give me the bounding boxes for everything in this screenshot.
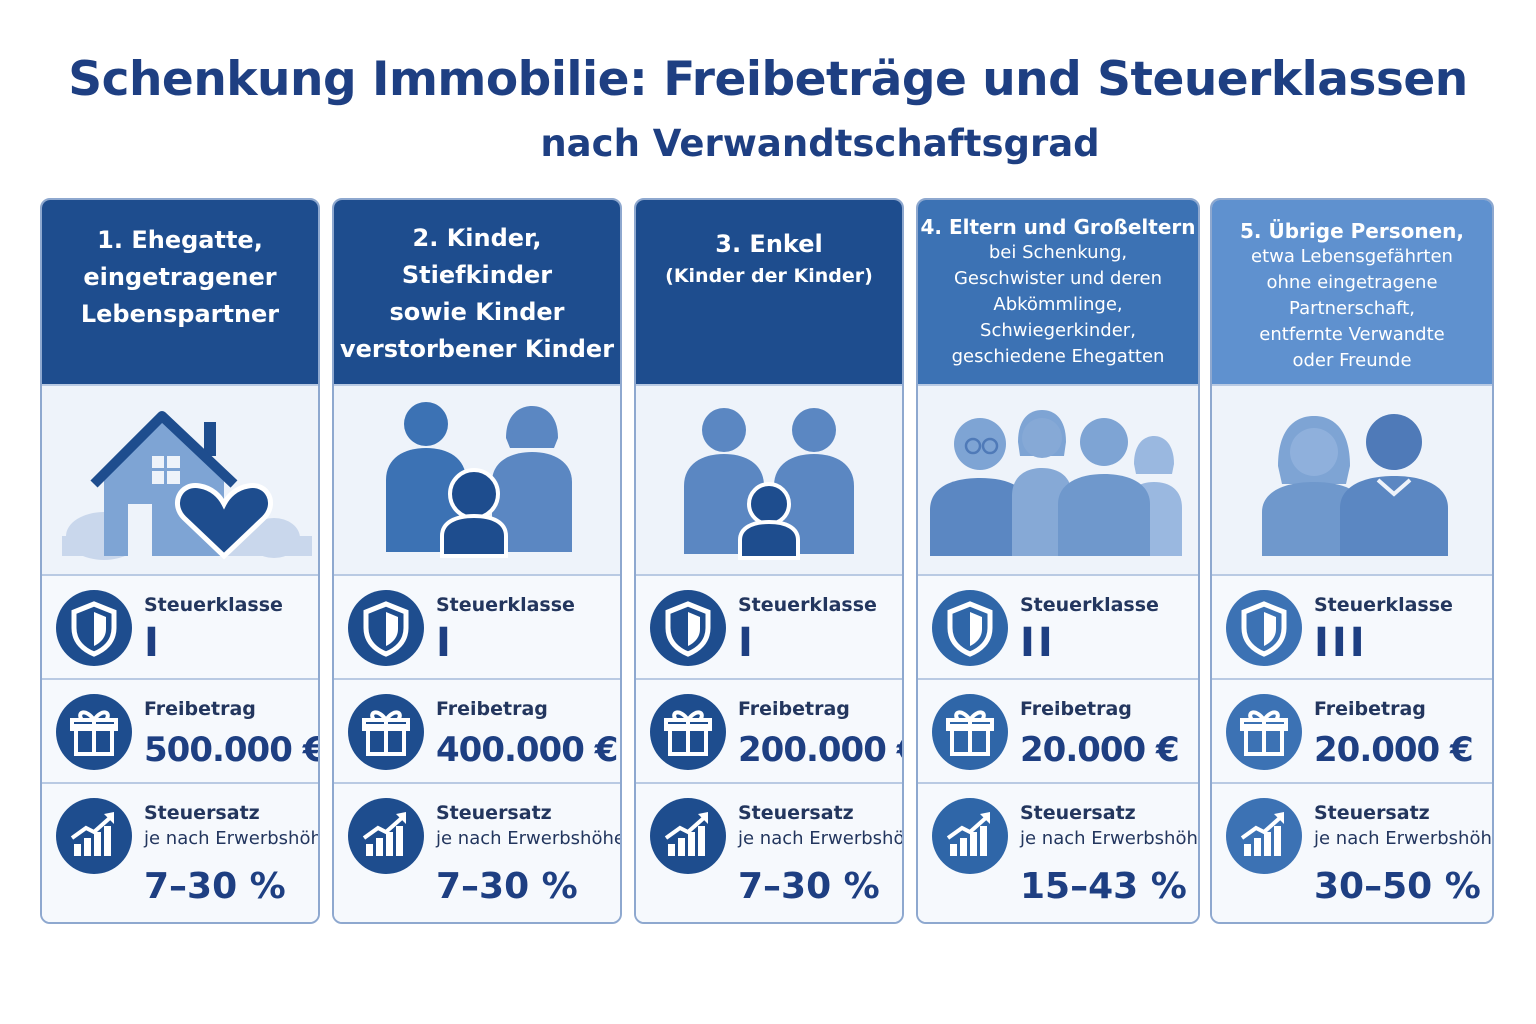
gift-icon xyxy=(56,694,132,770)
steuersatz-value: 7–30 % xyxy=(436,866,578,907)
steuerklasse-row: Steuerklasse II xyxy=(918,574,1198,680)
gift-icon xyxy=(932,694,1008,770)
relatives-group-icon xyxy=(918,384,1198,576)
freibetrag-row: Freibetrag 500.000 € xyxy=(42,678,318,784)
steuerklasse-value: II xyxy=(1020,620,1056,666)
steuerklasse-row: Steuerklasse III xyxy=(1212,574,1492,680)
freibetrag-value: 20.000 € xyxy=(1314,730,1474,770)
card-header-subtitle: bei Schenkung, Geschwister und deren Abk… xyxy=(951,242,1165,367)
steuersatz-value: 7–30 % xyxy=(144,866,286,907)
card-header: 1. Ehegatte, eingetragener Lebenspartner xyxy=(42,200,318,384)
steuersatz-value: 30–50 % xyxy=(1314,866,1481,907)
steuersatz-label: Steuersatz xyxy=(436,802,552,824)
steuerklasse-value: I xyxy=(144,620,162,666)
card-header-subtitle: (Kinder der Kinder) xyxy=(665,265,873,287)
freibetrag-value: 200.000 € xyxy=(738,730,904,770)
growth-chart-icon xyxy=(56,798,132,874)
page-title: Schenkung Immobilie: Freibeträge und Ste… xyxy=(68,52,1468,107)
steuersatz-row: Steuersatz je nach Erwerbshöhe 7–30 % xyxy=(42,782,320,922)
steuerklasse-row: Steuerklasse I xyxy=(636,574,902,680)
page-subtitle: nach Verwandtschaftsgrad xyxy=(540,122,1100,165)
shield-icon xyxy=(348,590,424,666)
steuersatz-sublabel: je nach Erwerbshöhe xyxy=(144,828,320,849)
steuerklasse-label: Steuerklasse xyxy=(738,594,877,616)
growth-chart-icon xyxy=(348,798,424,874)
card-ehegatte: 1. Ehegatte, eingetragener Lebenspartner xyxy=(40,198,320,924)
steuersatz-label: Steuersatz xyxy=(1314,802,1430,824)
steuerklasse-row: Steuerklasse I xyxy=(42,574,318,680)
card-header: 2. Kinder, Stiefkinder sowie Kinder vers… xyxy=(334,200,620,384)
steuersatz-value: 7–30 % xyxy=(738,866,880,907)
couple-icon xyxy=(1212,384,1492,576)
freibetrag-label: Freibetrag xyxy=(738,698,850,720)
steuersatz-sublabel: je nach Erwerbshöhe xyxy=(436,828,622,849)
card-kinder: 2. Kinder, Stiefkinder sowie Kinder vers… xyxy=(332,198,622,924)
card-header: 4. Eltern und Großeltern bei Schenkung, … xyxy=(918,200,1198,384)
growth-chart-icon xyxy=(932,798,1008,874)
freibetrag-row: Freibetrag 400.000 € xyxy=(334,678,620,784)
card-uebrige: 5. Übrige Personen, etwa Lebensgefährten… xyxy=(1210,198,1494,924)
card-header-title: 4. Eltern und Großeltern xyxy=(920,215,1196,239)
steuersatz-value: 15–43 % xyxy=(1020,866,1187,907)
steuersatz-label: Steuersatz xyxy=(738,802,854,824)
steuersatz-row: Steuersatz je nach Erwerbshöhe 30–50 % xyxy=(1212,782,1494,922)
card-header: 3. Enkel (Kinder der Kinder) xyxy=(636,200,902,384)
freibetrag-row: Freibetrag 200.000 € xyxy=(636,678,902,784)
card-header-title: 1. Ehegatte, eingetragener Lebenspartner xyxy=(80,226,280,328)
steuerklasse-label: Steuerklasse xyxy=(144,594,283,616)
steuersatz-row: Steuersatz je nach Erwerbshöhe 7–30 % xyxy=(636,782,904,922)
steuerklasse-label: Steuerklasse xyxy=(436,594,575,616)
freibetrag-row: Freibetrag 20.000 € xyxy=(1212,678,1492,784)
steuersatz-label: Steuersatz xyxy=(144,802,260,824)
family-icon xyxy=(334,384,620,576)
steuersatz-sublabel: je nach Erwerbshöhe xyxy=(1020,828,1200,849)
freibetrag-label: Freibetrag xyxy=(144,698,256,720)
card-header-title: 2. Kinder, Stiefkinder sowie Kinder vers… xyxy=(339,224,615,363)
gift-icon xyxy=(348,694,424,770)
freibetrag-label: Freibetrag xyxy=(1314,698,1426,720)
card-eltern: 4. Eltern und Großeltern bei Schenkung, … xyxy=(916,198,1200,924)
steuerklasse-value: I xyxy=(738,620,756,666)
freibetrag-value: 20.000 € xyxy=(1020,730,1180,770)
steuersatz-row: Steuersatz je nach Erwerbshöhe 7–30 % xyxy=(334,782,622,922)
steuersatz-sublabel: je nach Erwerbshöhe xyxy=(1314,828,1494,849)
steuerklasse-label: Steuerklasse xyxy=(1020,594,1159,616)
freibetrag-value: 500.000 € xyxy=(144,730,320,770)
house-heart-icon xyxy=(42,384,318,576)
shield-icon xyxy=(932,590,1008,666)
card-enkel: 3. Enkel (Kinder der Kinder) Steuerklass… xyxy=(634,198,904,924)
grandchild-family-icon xyxy=(636,384,902,576)
gift-icon xyxy=(650,694,726,770)
shield-icon xyxy=(650,590,726,666)
card-header-subtitle: etwa Lebensgefährten ohne eingetragene P… xyxy=(1251,246,1453,371)
steuerklasse-value: I xyxy=(436,620,454,666)
freibetrag-value: 400.000 € xyxy=(436,730,618,770)
freibetrag-label: Freibetrag xyxy=(436,698,548,720)
shield-icon xyxy=(1226,590,1302,666)
steuerklasse-label: Steuerklasse xyxy=(1314,594,1453,616)
steuerklasse-value: III xyxy=(1314,620,1368,666)
gift-icon xyxy=(1226,694,1302,770)
freibetrag-label: Freibetrag xyxy=(1020,698,1132,720)
card-header-title: 3. Enkel xyxy=(715,230,823,258)
growth-chart-icon xyxy=(650,798,726,874)
shield-icon xyxy=(56,590,132,666)
steuersatz-sublabel: je nach Erwerbshöhe xyxy=(738,828,904,849)
steuersatz-row: Steuersatz je nach Erwerbshöhe 15–43 % xyxy=(918,782,1200,922)
freibetrag-row: Freibetrag 20.000 € xyxy=(918,678,1198,784)
card-header-title: 5. Übrige Personen, xyxy=(1240,219,1464,243)
growth-chart-icon xyxy=(1226,798,1302,874)
steuerklasse-row: Steuerklasse I xyxy=(334,574,620,680)
steuersatz-label: Steuersatz xyxy=(1020,802,1136,824)
card-header: 5. Übrige Personen, etwa Lebensgefährten… xyxy=(1212,200,1492,384)
